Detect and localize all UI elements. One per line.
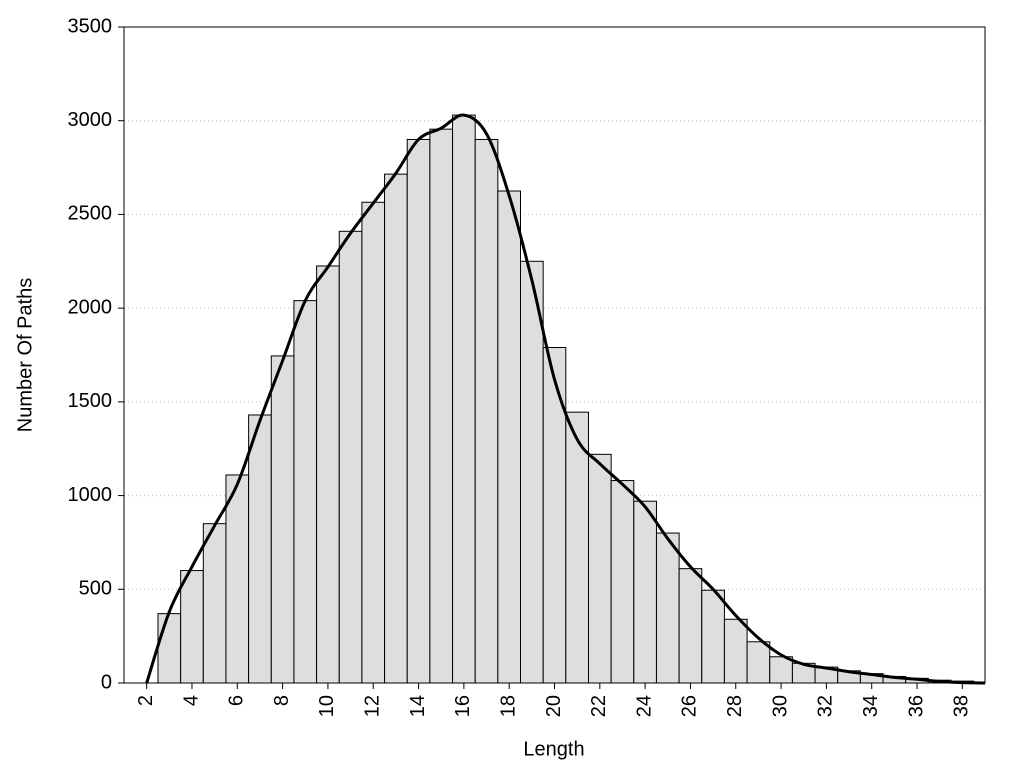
bar <box>610 480 635 684</box>
y-tick-label: 3000 <box>68 109 113 131</box>
bar <box>542 347 567 684</box>
bar <box>633 500 657 684</box>
x-tick-label: 30 <box>769 695 791 717</box>
bar <box>452 114 476 684</box>
x-axis-label: Length <box>523 738 584 760</box>
y-tick-label: 1500 <box>68 390 113 412</box>
y-tick-label: 500 <box>79 578 112 600</box>
x-tick-label: 20 <box>543 695 565 717</box>
x-tick-label: 38 <box>951 695 973 717</box>
bar <box>565 411 589 684</box>
bar <box>384 173 408 684</box>
bar <box>701 589 725 684</box>
x-tick-label: 12 <box>362 695 384 717</box>
x-tick-label: 18 <box>497 695 519 717</box>
x-tick-label: 36 <box>905 695 927 717</box>
bar <box>270 355 295 684</box>
y-tick-label: 2500 <box>68 203 113 225</box>
x-tick-label: 4 <box>180 695 202 706</box>
bar <box>338 230 363 684</box>
x-tick-label: 28 <box>724 695 746 717</box>
bar <box>429 128 454 684</box>
bar <box>746 641 771 684</box>
bar <box>474 138 499 684</box>
bar <box>587 453 612 684</box>
x-tick-label: 34 <box>860 695 882 717</box>
bar <box>248 414 272 684</box>
x-tick-label: 26 <box>679 695 701 717</box>
curve <box>145 113 986 685</box>
bar <box>723 618 748 684</box>
y-tick-label: 2000 <box>68 296 113 318</box>
x-tick-label: 6 <box>226 695 248 706</box>
bar <box>293 300 318 684</box>
y-tick-label: 3500 <box>68 15 113 37</box>
y-axis-label: Number Of Paths <box>14 278 36 433</box>
x-tick-label: 16 <box>452 695 474 717</box>
bar <box>406 138 431 684</box>
bar <box>225 474 250 684</box>
x-tick-label: 14 <box>407 695 429 717</box>
x-tick-label: 8 <box>271 695 293 706</box>
x-tick-label: 32 <box>815 695 837 717</box>
y-tick-label: 0 <box>101 671 112 693</box>
bar <box>202 523 227 684</box>
y-tick-label: 1000 <box>68 484 113 506</box>
x-tick-label: 10 <box>316 695 338 717</box>
x-tick-label: 24 <box>633 695 655 717</box>
x-tick-label: 2 <box>135 695 157 706</box>
bar <box>769 656 793 684</box>
bar <box>678 568 703 684</box>
bar <box>157 613 182 684</box>
bar <box>316 265 340 684</box>
bar <box>497 190 522 684</box>
bar <box>180 570 204 684</box>
bar <box>520 260 544 684</box>
bar <box>361 201 386 684</box>
x-tick-label: 22 <box>588 695 610 717</box>
plot-frame <box>123 26 986 684</box>
bar <box>655 532 680 684</box>
